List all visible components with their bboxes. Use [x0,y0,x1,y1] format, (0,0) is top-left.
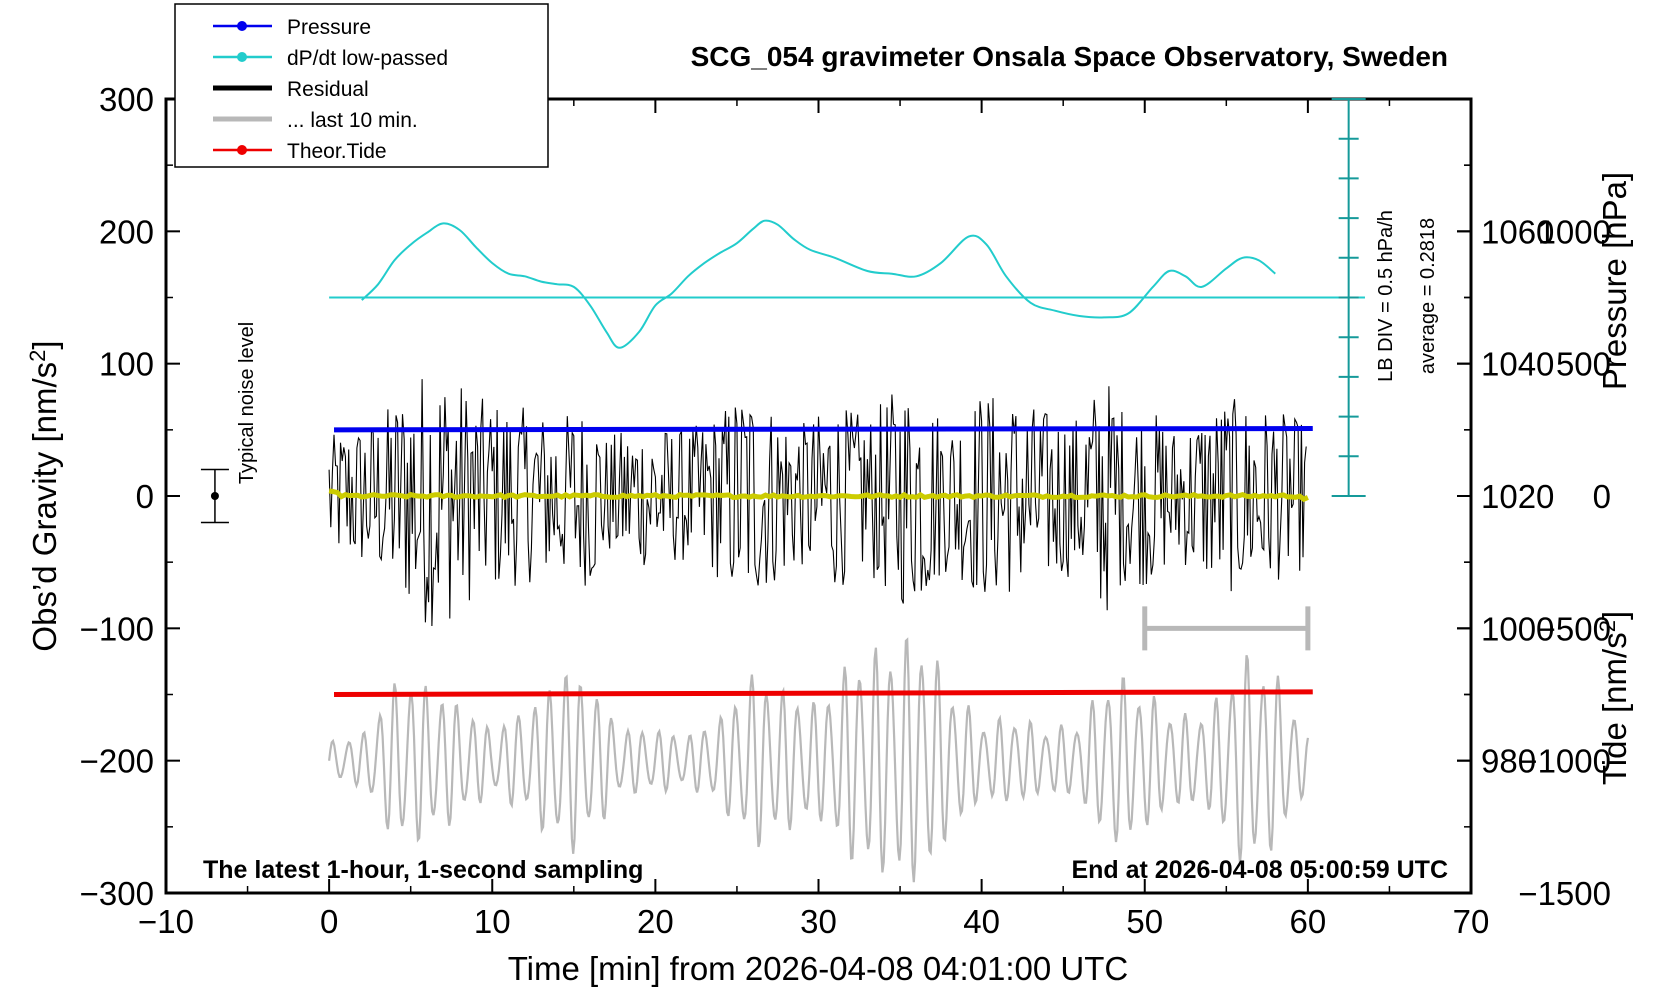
x-tick-label: 0 [320,903,338,940]
noise-level-point [210,492,219,500]
legend-label: ... last 10 min. [287,109,418,132]
legend-label: Pressure [287,16,371,39]
legend: Pressure dP/dt low-passed Residual ... last… [174,3,549,168]
pressure-tick-label: 1040 [1481,346,1554,383]
tide-tick-label: 1000 [1538,213,1611,250]
legend-marker [237,145,247,155]
legend-item: Theor.Tide [213,140,387,163]
x-tick-label: 10 [474,903,511,940]
y-tick-label: 200 [99,213,154,250]
dpdt-line [361,219,1276,349]
pressure-line [334,426,1313,433]
y-axis-title-tide: Tide [nm/s2] [1595,611,1633,785]
tide-tick-labels: −1500 −1000 −500 0 500 1000 [1518,213,1611,912]
pressure-tick-label: 1020 [1481,478,1554,515]
chart-title: SCG_054 gravimeter Onsala Space Observat… [691,41,1448,72]
pressure-tick-label: 980 [1481,743,1536,780]
legend-marker [237,21,247,31]
y-tick-label: −100 [80,610,154,647]
legend-item: ... last 10 min. [213,109,418,132]
y-tick-label: 0 [136,478,154,515]
average-label: average = 0.2818 [1417,218,1439,374]
end-time-note: End at 2026-04-08 05:00:59 UTC [1071,856,1448,884]
legend-item: dP/dt low-passed [213,47,448,70]
residual-line [328,379,1307,627]
y-axis-title-gravity: Obs’d Gravity [nm/s2] [25,340,63,651]
noise-level-label: Typical noise level [236,322,258,484]
legend-label: dP/dt low-passed [287,47,448,70]
pressure-tick-labels: 980 1000 1020 1040 1060 [1481,213,1554,779]
legend-item: Pressure [213,16,371,39]
x-tick-label: 70 [1453,903,1490,940]
x-tick-label: −10 [138,903,194,940]
tide-tick-label: −500 [1537,610,1611,647]
x-tick-label: 50 [1126,903,1163,940]
tide-residual-line [328,637,1309,883]
x-tick-label: 60 [1290,903,1327,940]
x-tick-label: 40 [963,903,1000,940]
tide-tick-label: 500 [1556,346,1611,383]
y-tick-label: 300 [99,81,154,118]
data-series [200,98,1366,883]
legend-marker [237,52,247,62]
x-tick-label: 20 [637,903,674,940]
y-axis-title-pressure: Pressure [hPa] [1596,172,1633,390]
y-tick-label: −300 [80,875,154,912]
theor-tide-line [334,689,1313,697]
pressure-tick-label: 1000 [1481,610,1554,647]
scale-bar-label: LB DIV = 0.5 hPa/h [1375,210,1397,382]
legend-item: Residual [213,78,369,101]
y-tick-label: −200 [80,743,154,780]
pressure-tick-label: 1060 [1481,213,1554,250]
tide-tick-label: −1500 [1518,875,1611,912]
x-axis-title: Time [min] from 2026-04-08 04:01:00 UTC [508,950,1129,987]
x-tick-label: 30 [800,903,837,940]
tide-tick-label: 0 [1593,478,1611,515]
y-tick-label: 100 [99,346,154,383]
legend-label: Residual [287,78,369,101]
tide-tick-label: −1000 [1518,743,1611,780]
legend-label: Theor.Tide [287,140,387,163]
sampling-note: The latest 1-hour, 1-second sampling [203,856,643,884]
x-tick-labels: −10 0 10 20 30 40 50 60 70 [138,903,1489,940]
smoothed-residual-line [328,488,1309,503]
y-tick-labels: −300 −200 −100 0 100 200 300 [80,81,154,912]
